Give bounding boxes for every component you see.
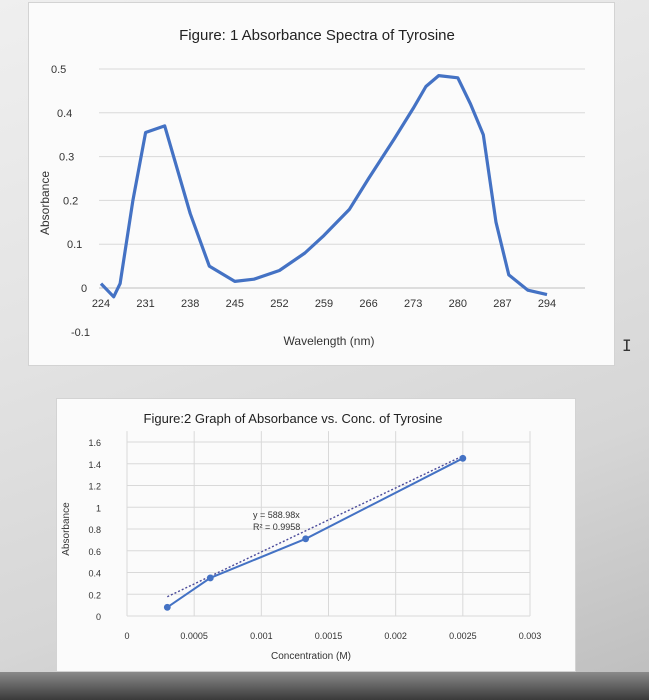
chart1-x-tick-label: 259 bbox=[315, 298, 333, 310]
chart2-gridlines bbox=[126, 431, 531, 617]
text-cursor-icon: I bbox=[622, 336, 632, 355]
chart1-y-axis-label: Absorbance bbox=[38, 171, 52, 235]
chart1-x-tick-labels: 224 231 238 245 252 259 266 273 280 287 294 bbox=[92, 298, 556, 310]
chart2-y-tick-label: 1 bbox=[96, 503, 101, 513]
chart2-y-axis-label: Absorbance bbox=[61, 502, 72, 556]
chart1-gridlines bbox=[99, 68, 585, 289]
chart1-y-tick-label: 0.3 bbox=[59, 152, 74, 164]
chart2-equation-label: y = 588.98x bbox=[253, 510, 300, 520]
chart2-x-tick-label: 0.002 bbox=[384, 631, 407, 641]
chart2-y-tick-label: 1.6 bbox=[88, 438, 101, 448]
chart1-x-tick-label: 266 bbox=[359, 298, 377, 310]
chart2-x-tick-label: 0.0025 bbox=[449, 631, 477, 641]
photo-shadow bbox=[0, 672, 649, 700]
chart2-data-points bbox=[163, 454, 467, 611]
chart1-x-tick-label: 231 bbox=[136, 298, 154, 310]
chart1-x-axis-label: Wavelength (nm) bbox=[284, 334, 375, 348]
chart1-series-line bbox=[99, 74, 548, 299]
chart2-x-tick-label: 0.0005 bbox=[180, 631, 208, 641]
chart2-y-tick-label: 0 bbox=[96, 612, 101, 622]
chart1-x-tick-label: 294 bbox=[538, 298, 556, 310]
chart2-data-point bbox=[206, 574, 214, 582]
absorbance-spectrum-chart: Figure: 1 Absorbance Spectra of Tyrosine… bbox=[38, 27, 585, 348]
chart2-y-tick-label: 1.2 bbox=[88, 482, 101, 492]
chart2-x-tick-label: 0.001 bbox=[250, 631, 273, 641]
chart2-data-point bbox=[163, 603, 171, 611]
chart1-y-tick-label: 0.5 bbox=[51, 64, 66, 76]
chart2-x-tick-label: 0 bbox=[124, 631, 129, 641]
chart1-x-tick-label: 245 bbox=[226, 298, 244, 310]
chart1-y-tick-label: 0.1 bbox=[67, 239, 82, 251]
chart2-data-point bbox=[302, 535, 310, 543]
chart2-x-tick-label: 0.003 bbox=[519, 631, 542, 641]
chart2-r-squared-label: R² = 0.9958 bbox=[253, 522, 300, 532]
chart1-x-tick-label: 280 bbox=[449, 298, 467, 310]
chart2-title: Figure:2 Graph of Absorbance vs. Conc. o… bbox=[144, 411, 443, 426]
chart1-x-tick-label: 252 bbox=[270, 298, 288, 310]
chart1-x-tick-label: 238 bbox=[181, 298, 199, 310]
chart2-y-tick-label: 0.4 bbox=[88, 569, 101, 579]
absorbance-vs-concentration-chart: Figure:2 Graph of Absorbance vs. Conc. o… bbox=[61, 411, 541, 662]
chart2-x-tick-labels: 0 0.0005 0.001 0.0015 0.002 0.0025 0.003 bbox=[124, 631, 541, 641]
chart1-y-tick-label: 0.2 bbox=[63, 195, 78, 207]
chart1-x-tick-label: 224 bbox=[92, 298, 110, 310]
chart2-y-tick-label: 0.8 bbox=[88, 525, 101, 535]
chart2-y-tick-label: 0.2 bbox=[88, 590, 101, 600]
chart2-trendline bbox=[166, 455, 464, 598]
chart2-data-point bbox=[459, 454, 467, 462]
chart2-y-tick-label: 0.6 bbox=[88, 547, 101, 557]
chart1-x-tick-label: 287 bbox=[493, 298, 511, 310]
chart2-series-line bbox=[166, 457, 464, 609]
chart1-title: Figure: 1 Absorbance Spectra of Tyrosine bbox=[179, 27, 455, 44]
chart2-y-tick-labels: 1.6 1.4 1.2 1 0.8 0.6 0.4 0.2 0 bbox=[88, 438, 101, 622]
chart1-y-tick-labels: 0.5 0.4 0.3 0.2 0.1 0 -0.1 bbox=[51, 64, 90, 339]
chart2-x-tick-label: 0.0015 bbox=[315, 631, 343, 641]
chart2-x-axis-label: Concentration (M) bbox=[271, 651, 351, 662]
chart1-y-tick-label: 0.4 bbox=[57, 108, 72, 120]
chart1-x-tick-label: 273 bbox=[404, 298, 422, 310]
chart1-y-tick-label: 0 bbox=[81, 283, 87, 295]
chart1-y-tick-label: -0.1 bbox=[71, 327, 90, 339]
chart2-y-tick-label: 1.4 bbox=[88, 460, 101, 470]
figure-2-panel: Figure:2 Graph of Absorbance vs. Conc. o… bbox=[56, 398, 576, 672]
figure-1-panel: Figure: 1 Absorbance Spectra of Tyrosine… bbox=[28, 2, 615, 366]
